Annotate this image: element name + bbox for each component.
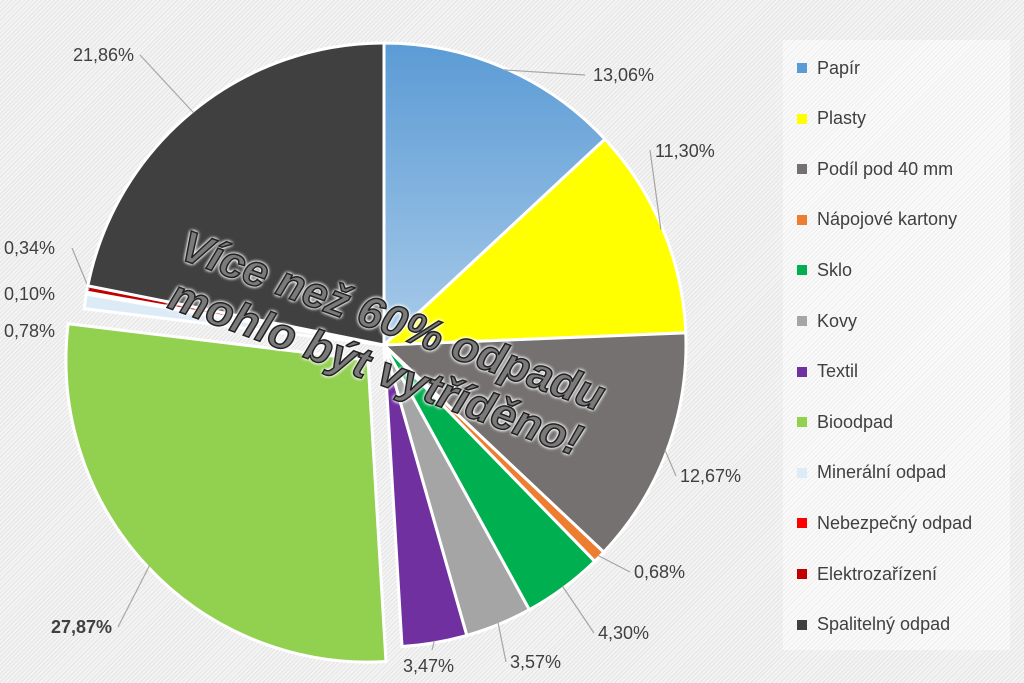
legend-swatch [797, 265, 807, 276]
legend-swatch [797, 467, 807, 478]
legend-label: Bioodpad [817, 411, 894, 432]
leader-line [664, 449, 677, 477]
data-label: 4,30% [598, 623, 649, 643]
leader-line [597, 554, 631, 573]
legend-item: Textil [797, 360, 858, 384]
legend-label: Textil [817, 361, 859, 382]
legend-item: Minerální odpad [797, 461, 946, 485]
legend-label: Papír [817, 57, 861, 78]
data-label: 0,34% [4, 238, 55, 258]
data-label: 13,06% [593, 65, 654, 85]
pie-slice-8 [64, 322, 388, 664]
leader-line [503, 69, 586, 76]
legend-label: Nebezpečný odpad [817, 512, 973, 533]
legend-label: Plasty [817, 108, 867, 129]
legend-swatch [797, 214, 807, 225]
legend-swatch [797, 63, 807, 73]
legend-label: Elektrozařízení [817, 563, 938, 584]
legend-swatch [797, 316, 807, 326]
legend-swatch [797, 569, 807, 579]
data-label: 11,30% [655, 141, 715, 161]
legend-item: Sklo [797, 258, 852, 282]
data-label: 3,47% [403, 656, 454, 676]
leader-line [431, 640, 435, 651]
legend-item: Kovy [797, 309, 857, 333]
data-label: 27,87% [51, 617, 112, 637]
legend-label: Kovy [817, 310, 858, 331]
data-label: 0,10% [4, 284, 55, 304]
legend-label: Minerální odpad [817, 462, 947, 483]
leader-line [649, 149, 662, 230]
leader-line [139, 54, 195, 114]
data-label: 21,86% [73, 45, 134, 65]
leader-line [561, 585, 595, 634]
legend-item: Plasty [797, 107, 866, 131]
legend-item: Nápojové kartony [797, 208, 957, 232]
legend-label: Podíl pod 40 mm [817, 158, 954, 179]
legend-label: Spalitelný odpad [817, 614, 951, 635]
pie-slice-3 [380, 331, 688, 555]
data-label: 0,78% [4, 321, 55, 341]
data-label: 12,67% [680, 466, 741, 486]
legend-swatch [797, 417, 807, 428]
legend-item: Papír [797, 56, 860, 80]
leader-line [497, 622, 507, 663]
legend-item: Elektrozařízení [797, 562, 937, 586]
legend-swatch [797, 518, 807, 529]
legend-swatch [797, 113, 807, 124]
legend-item: Spalitelný odpad [797, 613, 950, 637]
legend-swatch [797, 164, 807, 175]
leader-line [71, 247, 90, 290]
legend-item: Podíl pod 40 mm [797, 157, 953, 181]
legend-swatch [797, 619, 807, 630]
legend: Papír Plasty Podíl pod 40 mm Nápojové karto… [783, 40, 1010, 650]
legend-item: Bioodpad [797, 410, 893, 434]
pie-slice-2 [380, 136, 688, 347]
legend-label: Sklo [817, 259, 853, 280]
data-label: 0,68% [634, 562, 685, 582]
pie-slice-1 [382, 41, 608, 349]
legend-label: Nápojové kartony [817, 209, 958, 230]
legend-swatch [797, 366, 807, 377]
leader-line [117, 565, 151, 628]
data-label: 3,57% [510, 652, 561, 672]
legend-item: Nebezpečný odpad [797, 511, 972, 535]
pie-slice-7 [382, 344, 469, 649]
